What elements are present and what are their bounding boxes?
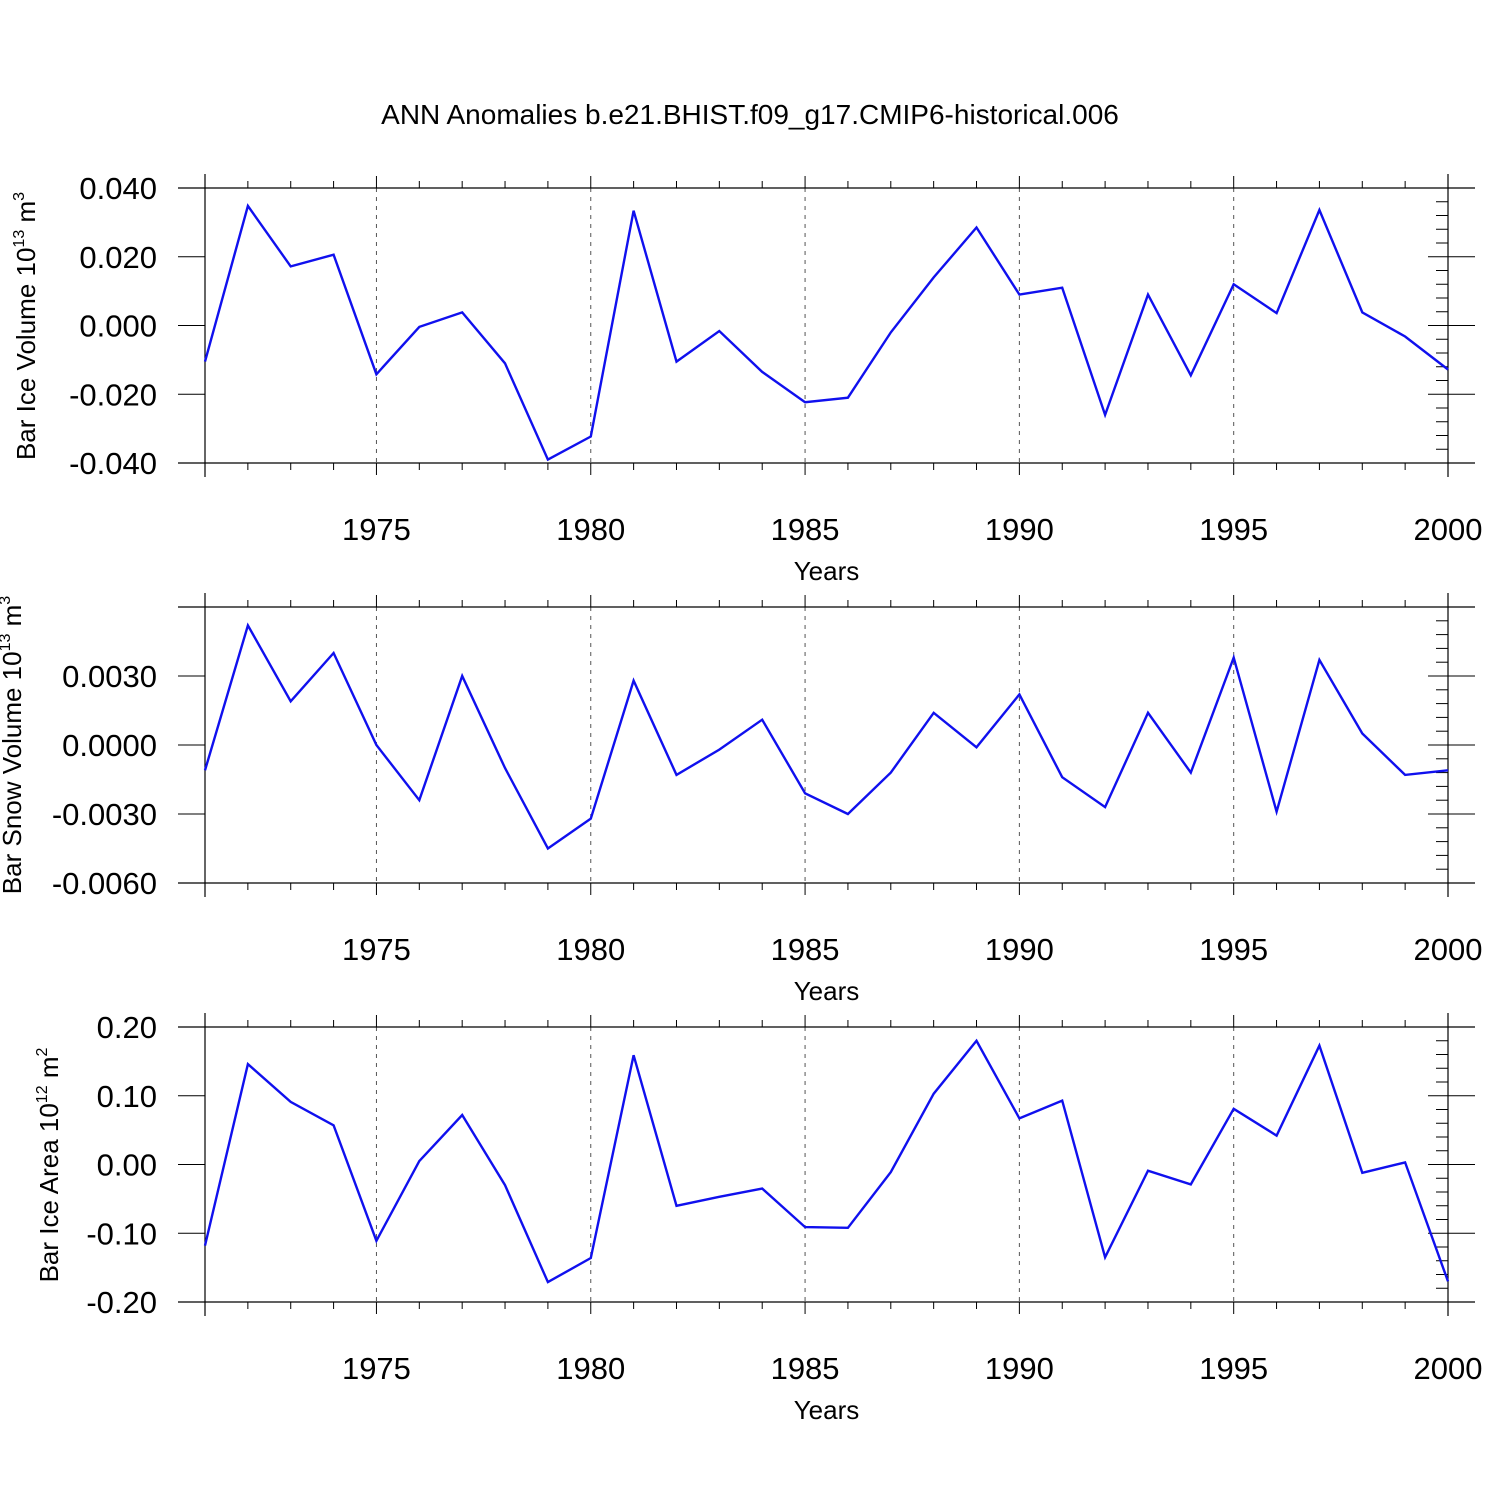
y-tick-label: 0.20: [97, 1010, 157, 1045]
x-tick-label: 1990: [985, 932, 1054, 967]
x-tick-label: 1985: [771, 1351, 840, 1386]
x-tick-label: 1980: [556, 932, 625, 967]
y-tick-label: -0.040: [69, 446, 157, 481]
y-tick-label: -0.20: [86, 1285, 157, 1320]
x-tick-label: 1995: [1199, 1351, 1268, 1386]
x-tick-label: 1975: [342, 932, 411, 967]
y-tick-label: -0.020: [69, 377, 157, 412]
y-tick-label: -0.0060: [52, 866, 157, 901]
y-tick-label: 0.10: [97, 1079, 157, 1114]
x-tick-label: 1990: [985, 1351, 1054, 1386]
y-tick-label: 0.000: [79, 309, 157, 344]
x-tick-label: 1975: [342, 512, 411, 547]
x-tick-label: 1980: [556, 1351, 625, 1386]
figure-title: ANN Anomalies b.e21.BHIST.f09_g17.CMIP6-…: [381, 99, 1119, 130]
series-line: [203, 203, 1449, 462]
series-line: [203, 622, 1449, 851]
x-tick-label: 1990: [985, 512, 1054, 547]
x-axis-label: Years: [794, 1395, 860, 1425]
y-tick-label: 0.040: [79, 171, 157, 206]
x-tick-label: 1995: [1199, 512, 1268, 547]
y-tick-label: 0.00: [97, 1148, 157, 1183]
x-tick-label: 1995: [1199, 932, 1268, 967]
x-tick-label: 2000: [1414, 932, 1483, 967]
x-tick-label: 1975: [342, 1351, 411, 1386]
y-axis-label: Bar Ice Area 1012 m2: [34, 1047, 64, 1282]
x-axis-label: Years: [794, 556, 860, 586]
y-tick-label: 0.0030: [62, 659, 157, 694]
x-tick-label: 1985: [771, 512, 840, 547]
x-tick-label: 1980: [556, 512, 625, 547]
y-tick-label: -0.10: [86, 1216, 157, 1251]
y-axis-label: Bar Ice Volume 1013 m3: [11, 192, 41, 460]
x-tick-label: 1985: [771, 932, 840, 967]
x-tick-label: 2000: [1414, 512, 1483, 547]
panel-ice-area: 1975 1980 1985 1990 1995 2000 -0.20 -0.10 0.00 0.…: [34, 1010, 1482, 1425]
y-axis-label: Bar Snow Volume 1013 m3: [0, 596, 27, 895]
panel-ice-volume: 1975 1980 1985 1990 1995 2000 -0.040 -0.020 0.00…: [11, 171, 1482, 586]
y-tick-label: 0.0000: [62, 728, 157, 763]
x-axis-label: Years: [794, 976, 860, 1006]
series-line: [203, 1038, 1450, 1284]
panel-snow-volume: 1975 1980 1985 1990 1995 2000 -0.0060 -0.0030 0.…: [0, 593, 1482, 1006]
x-tick-label: 2000: [1414, 1351, 1483, 1386]
y-tick-label: 0.020: [79, 240, 157, 275]
y-tick-label: -0.0030: [52, 797, 157, 832]
